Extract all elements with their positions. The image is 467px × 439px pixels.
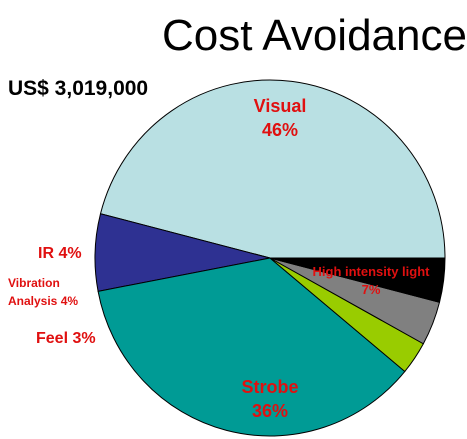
slice-label-vibration-analysis-1: Vibration — [8, 276, 60, 290]
slice-label-ir: IR 4% — [38, 245, 82, 262]
slice-label-strobe-2: 36% — [252, 401, 288, 421]
slice-label-visual-1: Visual — [254, 96, 307, 116]
slice-visual — [99, 79, 446, 259]
slice-ir — [269, 257, 446, 303]
chart-title: Cost Avoidance — [162, 11, 467, 60]
slice-label-high-intensity-light-1: High intensity light — [313, 264, 431, 279]
chart-subtitle: US$ 3,019,000 — [8, 77, 149, 100]
slice-label-feel: Feel 3% — [36, 330, 96, 347]
slice-label-visual-2: 46% — [262, 120, 298, 140]
slice-label-vibration-analysis-2: Analysis 4% — [8, 294, 78, 308]
slice-label-strobe-1: Strobe — [241, 377, 298, 397]
slice-strobe — [97, 257, 406, 437]
slice-label-high-intensity-light-2: 7% — [362, 282, 381, 297]
